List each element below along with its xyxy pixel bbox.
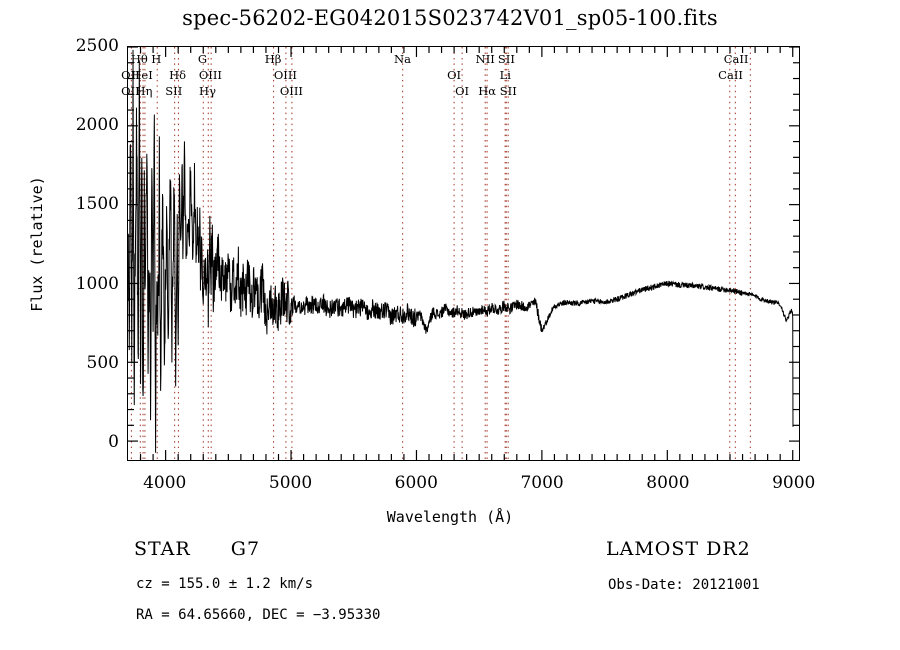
observation-date: Obs-Date: 20121001 [608, 577, 760, 593]
x-tick-4000: 4000 [143, 473, 187, 493]
line-marker-label: Na [394, 52, 411, 66]
line-marker-label: OIII [198, 68, 222, 82]
line-marker-label: SII [165, 84, 183, 98]
line-marker-label: Hη [135, 84, 153, 98]
line-marker-label: CaII [723, 52, 749, 66]
x-tick-8000: 8000 [646, 473, 690, 493]
line-marker-label: OIII [273, 68, 297, 82]
x-tick-6000: 6000 [394, 473, 438, 493]
line-marker-label: NII [475, 52, 495, 66]
line-marker-label: H [151, 52, 162, 66]
line-marker-label: HeI [131, 68, 153, 82]
y-tick-500: 500 [86, 352, 119, 373]
y-tick-2500: 2500 [75, 36, 119, 56]
line-marker-label: OII [121, 68, 140, 82]
line-marker-label: SII [497, 52, 515, 66]
y-axis-title: Flux (relative) [28, 176, 46, 312]
line-marker-label: Hδ [169, 68, 187, 82]
x-tick-5000: 5000 [268, 473, 313, 493]
line-marker-label: Hθ [130, 52, 148, 66]
line-marker-label: Hα [478, 84, 497, 98]
line-marker-label: OI [455, 84, 470, 98]
line-marker-label: G [197, 52, 208, 66]
line-marker-label: OI [447, 68, 462, 82]
x-tick-7000: 7000 [520, 473, 564, 493]
y-tick-0: 0 [108, 431, 119, 452]
line-marker-label: Hβ [264, 52, 282, 66]
survey-label: LAMOST DR2 [606, 538, 751, 560]
redshift-velocity: cz = 155.0 ± 1.2 km/s [136, 576, 314, 592]
plot-frame [127, 46, 800, 461]
line-marker-label: Hγ [199, 84, 216, 98]
y-tick-1000: 1000 [75, 273, 119, 294]
object-type-label: STAR G7 [134, 538, 260, 560]
coordinates: RA = 64.65660, DEC = −3.95330 [136, 607, 381, 623]
x-tick-9000: 9000 [772, 473, 816, 493]
y-tick-2000: 2000 [75, 115, 119, 136]
spectrum-canvas [128, 47, 799, 460]
y-tick-1500: 1500 [75, 194, 119, 215]
line-marker-label: OIII [279, 84, 303, 98]
spectral-class-value: G7 [230, 538, 261, 560]
line-marker-label: OII [121, 84, 140, 98]
line-marker-label: Li [499, 68, 511, 82]
line-marker-label: SII [499, 84, 517, 98]
x-axis-title: Wavelength (Å) [386, 508, 514, 526]
object-type-value: STAR [134, 538, 191, 560]
page-title: spec-56202-EG042015S023742V01_sp05-100.f… [182, 6, 718, 30]
line-marker-label: CaII [718, 68, 743, 82]
